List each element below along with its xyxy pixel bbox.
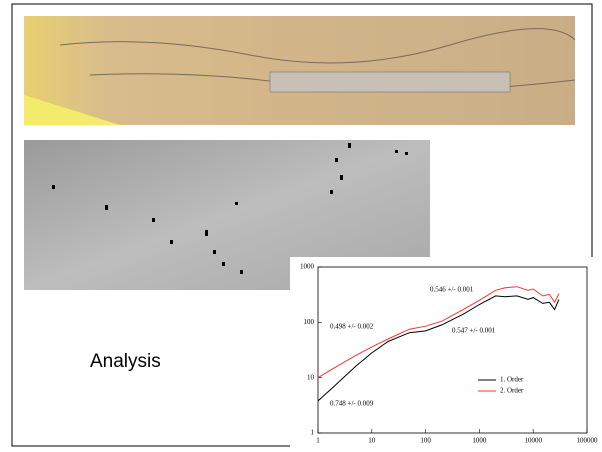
annotation: 0.498 +/- 0.002 — [330, 323, 374, 331]
y-tick-label: 100 — [304, 318, 315, 326]
y-tick-label: 1 — [311, 429, 315, 437]
page: Analysis 1 10 100 1000 10000 100000 1 10 100 1000… — [0, 0, 602, 447]
annotation: 0.748 +/- 0.009 — [330, 400, 374, 408]
annotation: 0.547 +/- 0.001 — [452, 327, 496, 335]
y-tick-label: 1000 — [300, 263, 315, 271]
x-tick-label: 10000 — [524, 437, 542, 445]
photo — [24, 16, 575, 125]
legend-label: 1. Order — [500, 376, 524, 384]
ruler — [270, 72, 510, 92]
x-tick-label: 1 — [316, 437, 320, 445]
legend-label: 2. Order — [500, 387, 524, 395]
y-tick-label: 10 — [307, 373, 315, 381]
slide: Analysis 1 10 100 1000 10000 100000 1 10 100 1000… — [0, 0, 602, 447]
x-tick-label: 100 — [420, 437, 431, 445]
annotation: 0.546 +/- 0.001 — [430, 286, 474, 294]
x-tick-label: 10 — [368, 437, 376, 445]
label: Analysis — [90, 351, 161, 372]
x-tick-label: 1000 — [472, 437, 487, 445]
x-tick-label: 100000 — [577, 437, 599, 445]
